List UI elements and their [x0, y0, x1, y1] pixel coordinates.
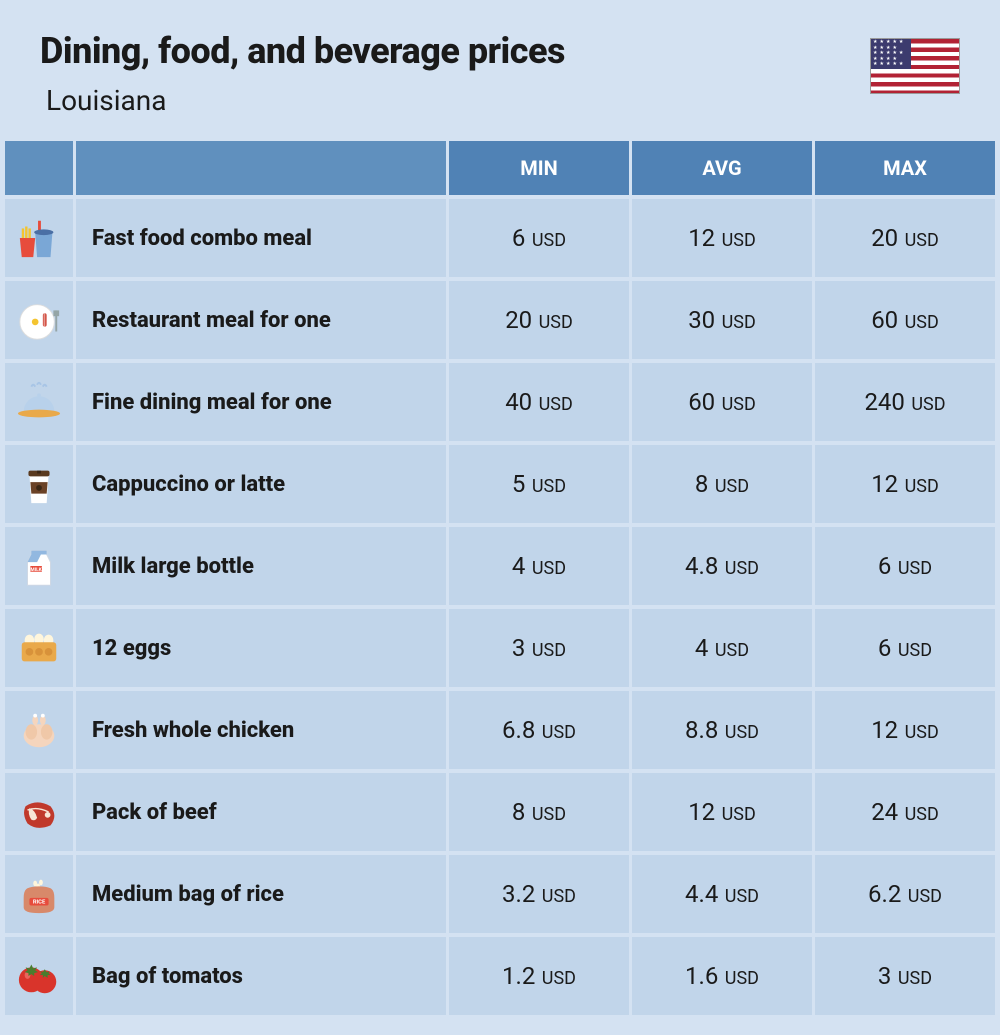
table-row: Cappuccino or latte5 USD8 USD12 USD [5, 445, 995, 523]
row-avg: 4 USD [632, 609, 812, 687]
table-row: Fast food combo meal6 USD12 USD20 USD [5, 199, 995, 277]
row-min: 1.2 USD [449, 937, 629, 1015]
row-avg: 8 USD [632, 445, 812, 523]
table-row: RICE Medium bag of rice3.2 USD4.4 USD6.2… [5, 855, 995, 933]
page-title: Dining, food, and beverage prices [40, 30, 565, 72]
table-header-row: MIN AVG MAX [5, 141, 995, 195]
cloche-icon [5, 363, 73, 441]
row-label: Pack of beef [76, 773, 446, 851]
row-avg: 8.8 USD [632, 691, 812, 769]
row-max: 6 USD [815, 527, 995, 605]
table-row: Fresh whole chicken6.8 USD8.8 USD12 USD [5, 691, 995, 769]
header-max: MAX [815, 141, 995, 195]
row-label: Fresh whole chicken [76, 691, 446, 769]
row-avg: 4.4 USD [632, 855, 812, 933]
price-table: MIN AVG MAX Fast food combo meal6 USD12 … [0, 137, 1000, 1019]
row-label: Fast food combo meal [76, 199, 446, 277]
fast-food-icon [5, 199, 73, 277]
row-label: Fine dining meal for one [76, 363, 446, 441]
header-label-col [76, 141, 446, 195]
row-label: Bag of tomatos [76, 937, 446, 1015]
row-avg: 1.6 USD [632, 937, 812, 1015]
row-min: 3.2 USD [449, 855, 629, 933]
row-min: 6.8 USD [449, 691, 629, 769]
row-max: 20 USD [815, 199, 995, 277]
coffee-icon [5, 445, 73, 523]
svg-text:MILK: MILK [31, 567, 43, 573]
row-avg: 60 USD [632, 363, 812, 441]
table-row: Bag of tomatos1.2 USD1.6 USD3 USD [5, 937, 995, 1015]
row-label: Cappuccino or latte [76, 445, 446, 523]
row-label: Restaurant meal for one [76, 281, 446, 359]
tomatoes-icon [5, 937, 73, 1015]
row-avg: 12 USD [632, 773, 812, 851]
row-max: 6 USD [815, 609, 995, 687]
beef-icon [5, 773, 73, 851]
chicken-icon [5, 691, 73, 769]
header-min: MIN [449, 141, 629, 195]
rice-icon: RICE [5, 855, 73, 933]
table-row: Fine dining meal for one40 USD60 USD240 … [5, 363, 995, 441]
row-max: 3 USD [815, 937, 995, 1015]
row-avg: 4.8 USD [632, 527, 812, 605]
row-max: 12 USD [815, 691, 995, 769]
table-row: Pack of beef8 USD12 USD24 USD [5, 773, 995, 851]
row-min: 3 USD [449, 609, 629, 687]
row-max: 6.2 USD [815, 855, 995, 933]
us-flag-icon [870, 38, 960, 94]
table-row: MILK Milk large bottle4 USD4.8 USD6 USD [5, 527, 995, 605]
row-label: 12 eggs [76, 609, 446, 687]
row-max: 12 USD [815, 445, 995, 523]
restaurant-icon [5, 281, 73, 359]
row-label: Medium bag of rice [76, 855, 446, 933]
row-min: 40 USD [449, 363, 629, 441]
header-icon-col [5, 141, 73, 195]
row-avg: 30 USD [632, 281, 812, 359]
table-row: 12 eggs3 USD4 USD6 USD [5, 609, 995, 687]
page-subtitle: Louisiana [46, 84, 565, 117]
row-max: 240 USD [815, 363, 995, 441]
eggs-icon [5, 609, 73, 687]
header: Dining, food, and beverage prices Louisi… [0, 0, 1000, 137]
row-label: Milk large bottle [76, 527, 446, 605]
row-min: 20 USD [449, 281, 629, 359]
table-row: Restaurant meal for one20 USD30 USD60 US… [5, 281, 995, 359]
svg-text:RICE: RICE [33, 900, 46, 906]
header-avg: AVG [632, 141, 812, 195]
row-avg: 12 USD [632, 199, 812, 277]
row-max: 60 USD [815, 281, 995, 359]
row-min: 8 USD [449, 773, 629, 851]
row-max: 24 USD [815, 773, 995, 851]
row-min: 4 USD [449, 527, 629, 605]
row-min: 6 USD [449, 199, 629, 277]
milk-icon: MILK [5, 527, 73, 605]
row-min: 5 USD [449, 445, 629, 523]
